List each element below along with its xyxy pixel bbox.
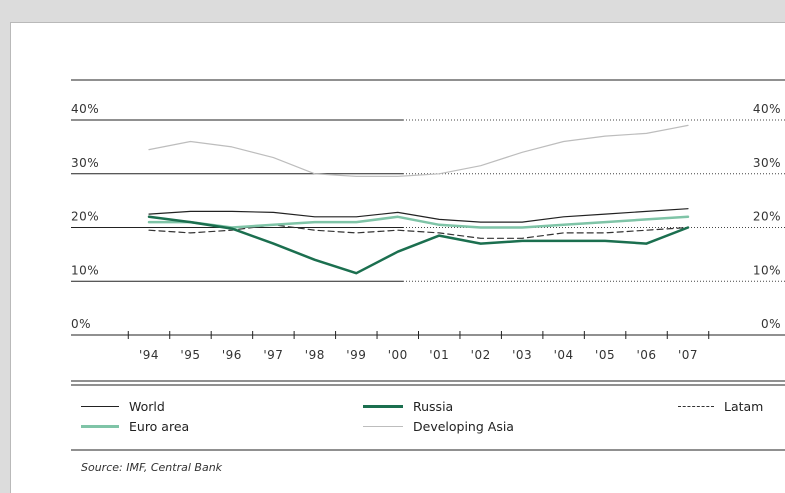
legend-swatch-latam — [678, 406, 714, 407]
y-tick-label-left: 30% — [71, 156, 99, 170]
x-tick-label: '03 — [512, 348, 532, 362]
line-chart: 0% 0% 10% 10% 20% 20% 30% 30% 40% 40% '94 '95 '96 '97… — [71, 79, 785, 451]
legend-label-euro-area: Euro area — [129, 419, 190, 434]
x-tick-label: '99 — [346, 348, 366, 362]
x-tick-label: '96 — [222, 348, 242, 362]
x-tick-label: '07 — [678, 348, 698, 362]
y-tick-label-left: 10% — [71, 263, 99, 277]
x-tick-label: '01 — [429, 348, 449, 362]
x-tick-label: '06 — [636, 348, 656, 362]
legend-label-russia: Russia — [413, 399, 454, 414]
legend-swatch-euro-area — [81, 425, 119, 428]
x-tick-label: '00 — [388, 348, 408, 362]
x-tick-label: '05 — [595, 348, 615, 362]
x-tick-label: '02 — [471, 348, 491, 362]
x-tick-label: '97 — [263, 348, 283, 362]
y-tick-label-left: 40% — [71, 102, 99, 116]
x-tick-label: '95 — [180, 348, 200, 362]
legend-item-developing-asia: Developing Asia — [363, 419, 514, 434]
legend-label-world: World — [129, 399, 165, 414]
legend-item-russia: Russia — [363, 399, 453, 414]
y-tick-label-left: 0% — [71, 317, 91, 331]
legend-item-euro-area: Euro area — [81, 419, 189, 434]
series-line-latam — [148, 224, 689, 239]
legend-item-latam: Latam — [678, 399, 763, 414]
y-tick-label-right: 0% — [761, 317, 781, 331]
legend-label-developing-asia: Developing Asia — [413, 419, 514, 434]
y-tick-label-right: 20% — [753, 210, 781, 224]
chart-page: 0% 0% 10% 10% 20% 20% 30% 30% 40% 40% '94 '95 '96 '97… — [10, 22, 785, 493]
series-line-developing-asia — [148, 124, 689, 177]
legend-swatch-russia — [363, 405, 403, 408]
series-line-world — [148, 208, 689, 223]
legend-item-world: World — [81, 399, 165, 414]
x-tick-label: '04 — [554, 348, 574, 362]
legend-swatch-world — [81, 406, 119, 407]
series-line-russia — [147, 215, 690, 275]
source-note: Source: IMF, Central Bank — [81, 461, 223, 474]
y-tick-label-right: 30% — [753, 156, 781, 170]
x-tick-label: '94 — [139, 348, 159, 362]
y-tick-label-right: 40% — [753, 102, 781, 116]
series-line-euro-area — [147, 215, 690, 229]
x-tick-label: '98 — [305, 348, 325, 362]
y-tick-label-left: 20% — [71, 210, 99, 224]
legend-swatch-developing-asia — [363, 426, 403, 427]
legend-label-latam: Latam — [724, 399, 764, 414]
y-tick-label-right: 10% — [753, 263, 781, 277]
